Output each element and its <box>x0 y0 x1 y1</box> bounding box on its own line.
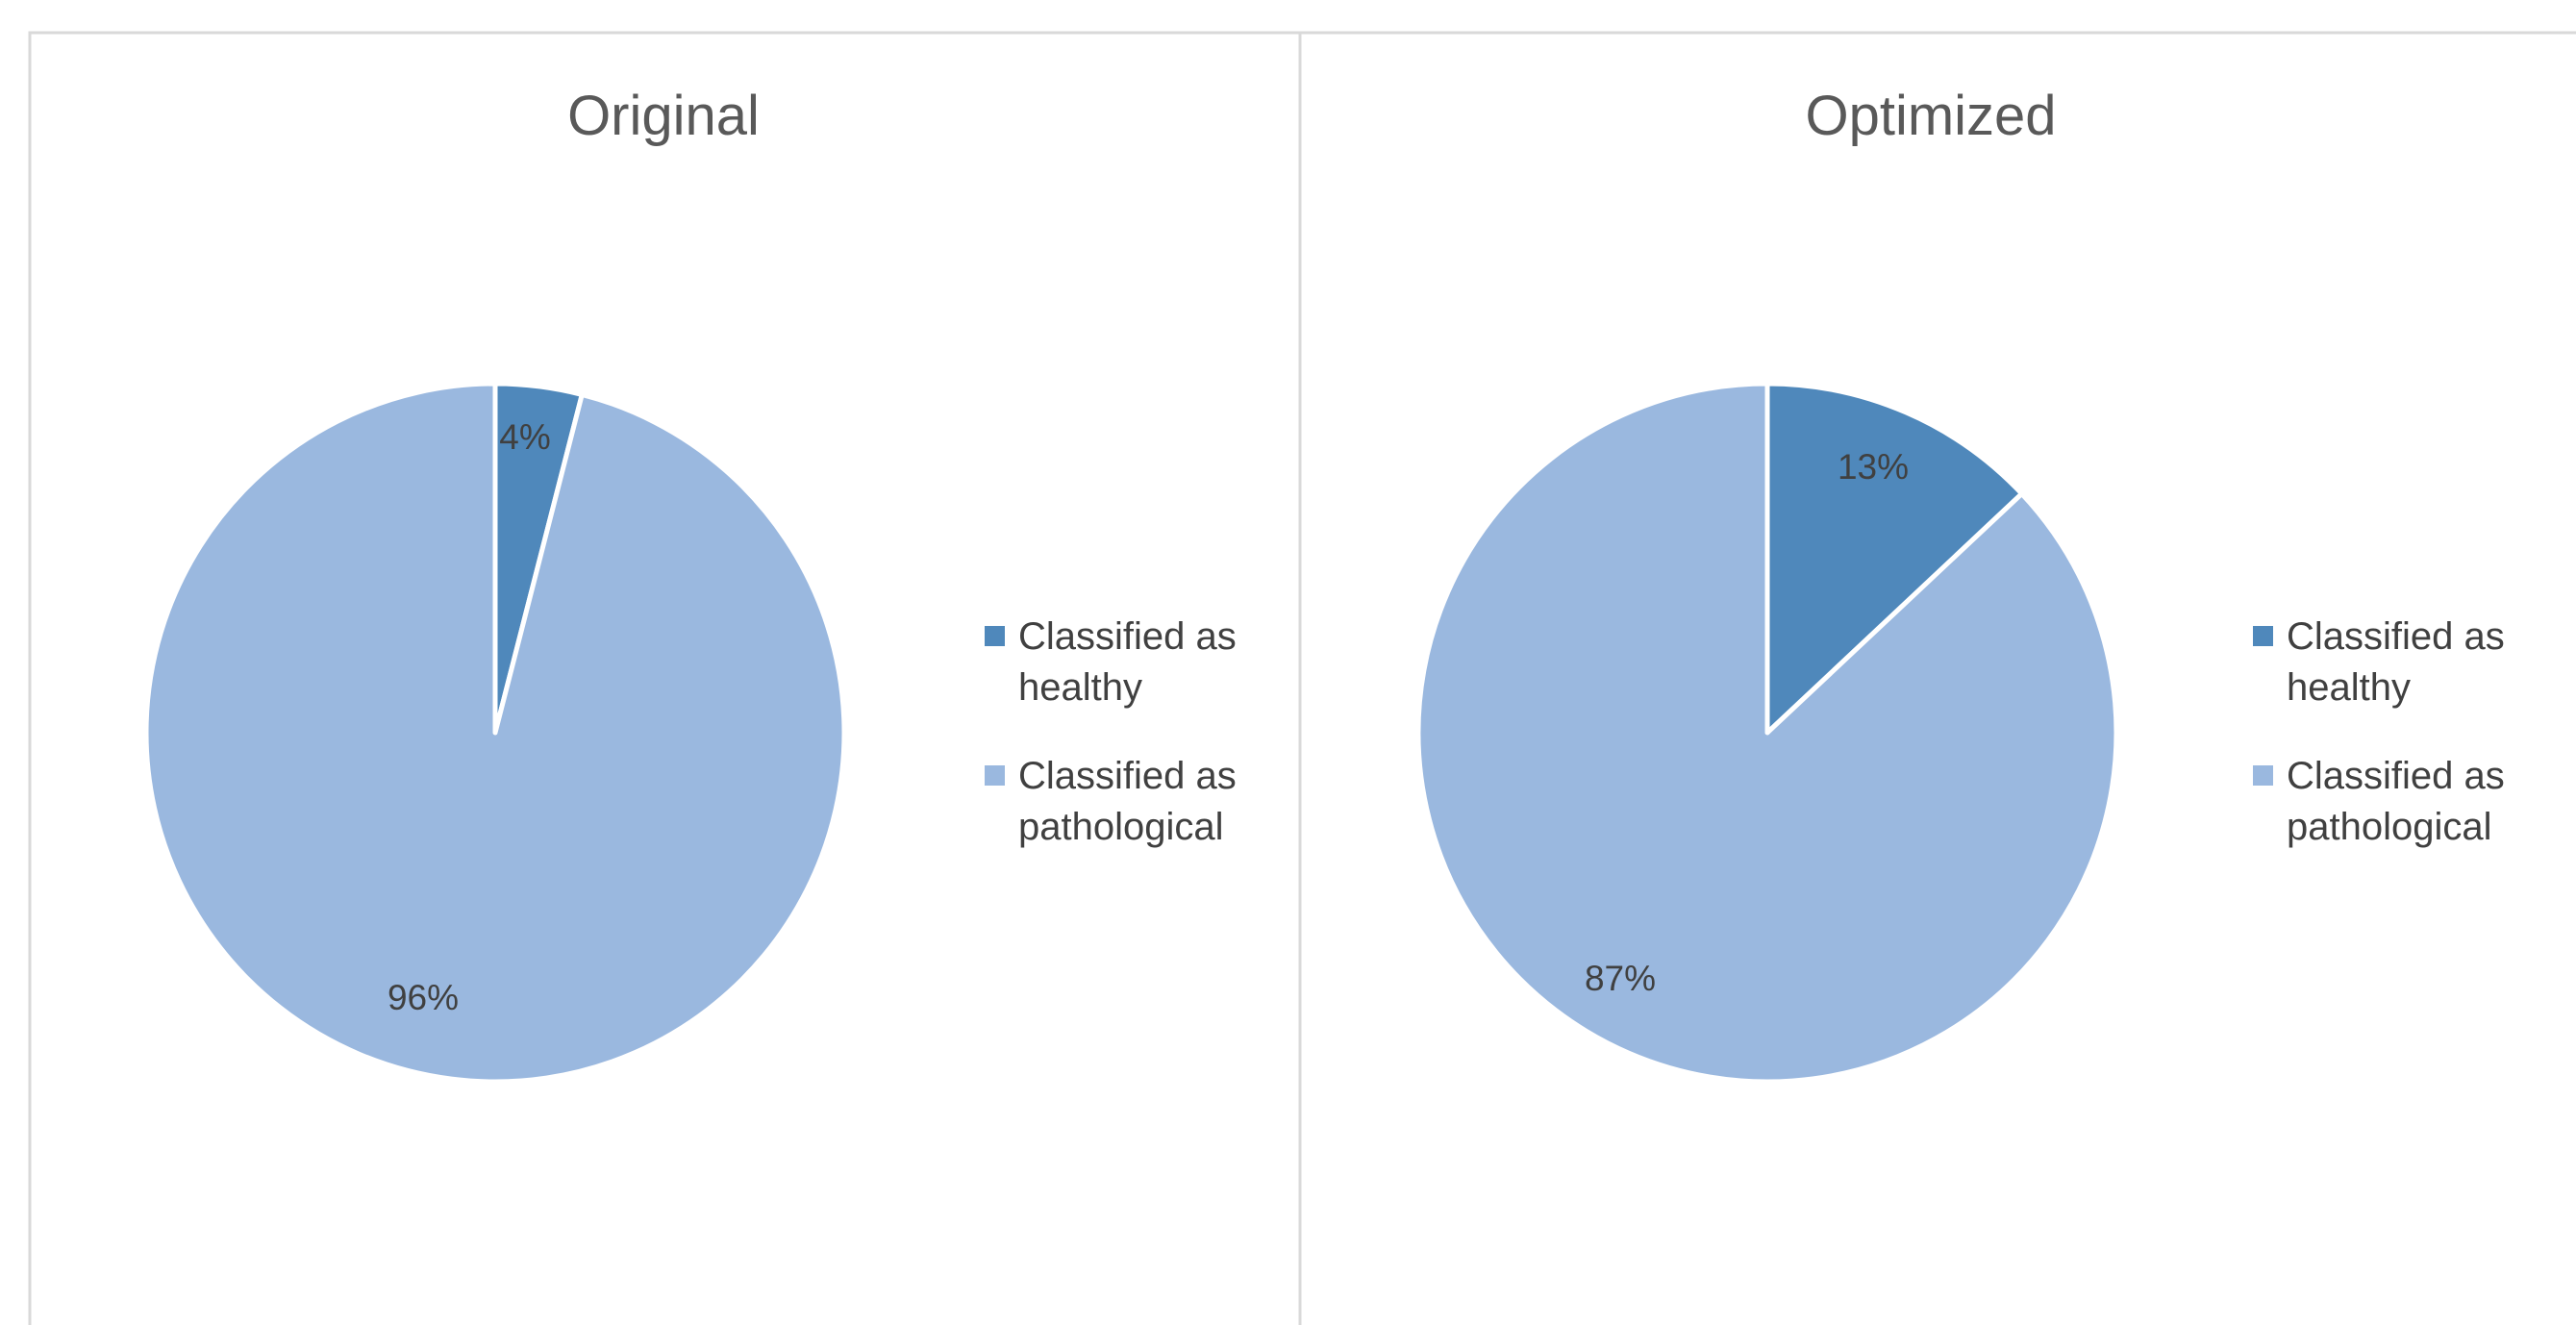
legend-swatch-original-pathological <box>985 765 1005 786</box>
legend-original: Classified as healthy Classified as path… <box>985 615 1237 848</box>
legend-label-original-pathological-line1: Classified as <box>1018 755 1237 797</box>
legend-label-optimized-healthy-line1: Classified as <box>2287 615 2505 658</box>
data-label-original-healthy: 4% <box>499 417 550 457</box>
legend-label-original-pathological-line2: pathological <box>1018 806 1224 848</box>
data-label-optimized-healthy: 13% <box>1838 447 1909 487</box>
legend-label-optimized-pathological-line1: Classified as <box>2287 755 2505 797</box>
legend-label-optimized-pathological-line2: pathological <box>2287 806 2492 848</box>
legend-swatch-original-healthy <box>985 626 1005 646</box>
chart-title-optimized: Optimized <box>1805 85 2056 147</box>
data-label-original-pathological: 96% <box>388 978 459 1017</box>
legend-optimized: Classified as healthy Classified as path… <box>2253 615 2505 848</box>
legend-swatch-optimized-healthy <box>2253 626 2273 646</box>
legend-label-optimized-healthy-line2: healthy <box>2287 666 2411 709</box>
pie-original <box>143 381 847 1085</box>
pie-slice-optimized-pathological <box>1415 381 2119 1085</box>
legend-label-original-healthy-line1: Classified as <box>1018 615 1237 658</box>
legend-swatch-optimized-pathological <box>2253 765 2273 786</box>
pie-optimized <box>1415 381 2119 1085</box>
pie-slice-optimized-healthy <box>1764 381 2025 736</box>
legend-label-original-healthy-line2: healthy <box>1018 666 1142 709</box>
chart-title-original: Original <box>567 85 760 147</box>
pie-slice-original-pathological <box>143 381 847 1085</box>
data-label-optimized-pathological: 87% <box>1585 959 1656 998</box>
